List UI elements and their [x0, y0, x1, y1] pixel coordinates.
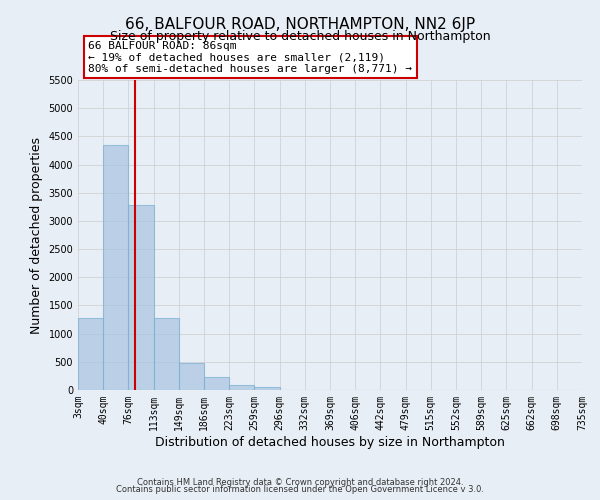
- Text: 66 BALFOUR ROAD: 86sqm
← 19% of detached houses are smaller (2,119)
80% of semi-: 66 BALFOUR ROAD: 86sqm ← 19% of detached…: [88, 40, 412, 74]
- Bar: [254, 387, 280, 390]
- Y-axis label: Number of detached properties: Number of detached properties: [30, 136, 43, 334]
- Bar: [103, 145, 128, 390]
- Bar: [179, 363, 204, 390]
- Bar: [204, 378, 229, 390]
- Text: Size of property relative to detached houses in Northampton: Size of property relative to detached ho…: [110, 30, 490, 43]
- Bar: [128, 204, 154, 390]
- Text: Contains HM Land Registry data © Crown copyright and database right 2024.: Contains HM Land Registry data © Crown c…: [137, 478, 463, 487]
- Text: Contains public sector information licensed under the Open Government Licence v : Contains public sector information licen…: [116, 486, 484, 494]
- Text: 66, BALFOUR ROAD, NORTHAMPTON, NN2 6JP: 66, BALFOUR ROAD, NORTHAMPTON, NN2 6JP: [125, 18, 475, 32]
- Bar: [78, 318, 103, 390]
- Bar: [154, 318, 179, 390]
- Bar: [229, 385, 254, 390]
- X-axis label: Distribution of detached houses by size in Northampton: Distribution of detached houses by size …: [155, 436, 505, 448]
